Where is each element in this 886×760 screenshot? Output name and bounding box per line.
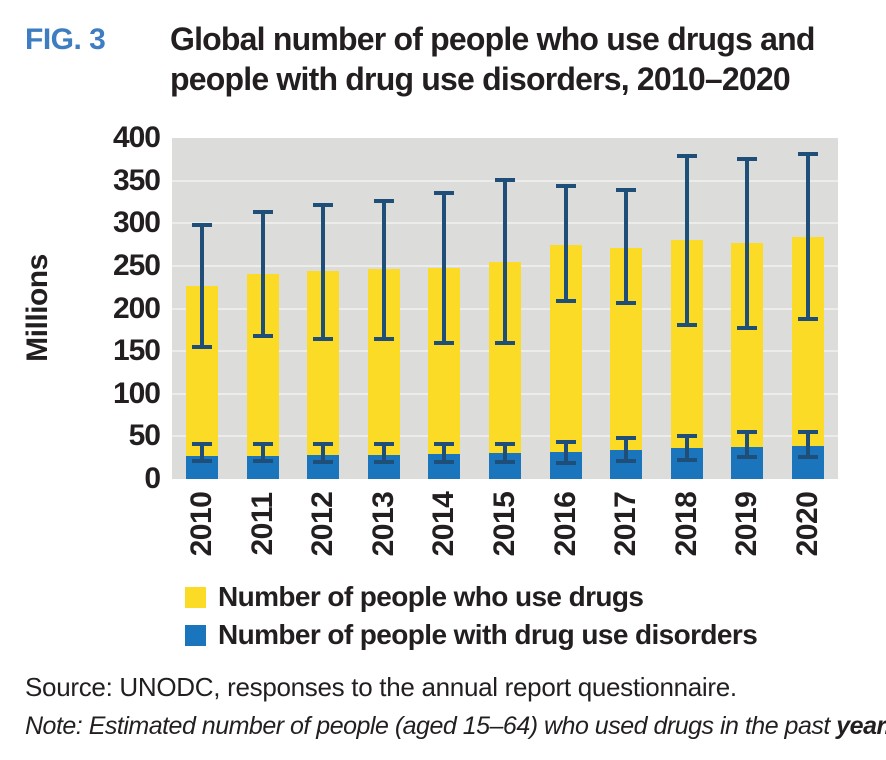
error-bar-stem — [200, 442, 205, 463]
figure-header: FIG. 3 Global number of people who use d… — [25, 20, 882, 99]
error-bar-stem — [503, 178, 507, 346]
error-bar-stem — [442, 190, 447, 346]
x-tick-2019: 2019 — [730, 491, 764, 557]
error-bar-stem — [745, 156, 750, 330]
y-tick-300: 300 — [112, 206, 161, 240]
error-bar-use-drugs-2017 — [616, 188, 637, 306]
y-tick-350: 350 — [112, 163, 161, 197]
error-bar-use-drugs-2020 — [797, 151, 818, 322]
error-bar-stem — [503, 441, 507, 464]
legend-label-disorders: Number of people with drug use disorders — [218, 619, 758, 650]
plot-area — [172, 138, 838, 479]
x-tick-2014: 2014 — [427, 491, 461, 557]
error-bar-stem — [563, 439, 568, 465]
error-bar-stem — [321, 442, 326, 464]
error-bar-stem — [200, 223, 205, 350]
error-bar-disorders-2016 — [555, 439, 576, 465]
x-tick-2015: 2015 — [488, 491, 521, 557]
error-bar-disorders-2018 — [676, 433, 697, 463]
error-bar-stem — [805, 430, 810, 459]
legend-swatch-yellow — [185, 586, 206, 608]
error-bar-disorders-2019 — [737, 430, 758, 460]
error-bar-disorders-2014 — [434, 442, 455, 464]
error-bar-disorders-2010 — [192, 442, 213, 464]
x-tick-2013: 2013 — [366, 491, 400, 557]
error-bar-stem — [624, 188, 629, 306]
error-bar-use-drugs-2018 — [676, 154, 697, 328]
error-bar-use-drugs-2012 — [313, 202, 334, 342]
error-bar-use-drugs-2016 — [555, 184, 576, 304]
x-tick-2018: 2018 — [669, 491, 703, 557]
error-bar-stem — [805, 151, 810, 322]
error-bar-stem — [563, 184, 568, 304]
error-bar-stem — [624, 436, 629, 463]
note-text-body: Note: Estimated number of people (aged 1… — [25, 712, 837, 740]
error-bar-disorders-2020 — [797, 430, 818, 459]
y-tick-50: 50 — [128, 419, 161, 453]
x-tick-2016: 2016 — [548, 491, 582, 557]
error-bar-stem — [321, 202, 326, 341]
error-bar-use-drugs-2011 — [252, 210, 273, 338]
legend-label-use-drugs: Number of people who use drugs — [218, 581, 644, 612]
note-text-bold-end: year. — [836, 712, 886, 740]
error-bar-stem — [745, 430, 750, 460]
error-bar-stem — [381, 198, 386, 341]
error-bar-stem — [260, 442, 265, 463]
error-bar-stem — [684, 154, 689, 328]
error-bar-use-drugs-2010 — [192, 223, 213, 350]
x-tick-2010: 2010 — [185, 491, 219, 557]
error-bar-disorders-2013 — [373, 442, 394, 464]
y-axis-title: Millions — [21, 254, 54, 362]
error-bar-stem — [684, 433, 689, 462]
y-tick-250: 250 — [112, 248, 161, 282]
error-bar-disorders-2012 — [313, 442, 334, 464]
source-text: Source: UNODC, responses to the annual r… — [25, 672, 737, 702]
x-tick-2020: 2020 — [790, 491, 824, 557]
x-tick-2017: 2017 — [609, 491, 643, 557]
error-bar-disorders-2015 — [495, 441, 515, 464]
error-bar-use-drugs-2014 — [434, 190, 455, 346]
legend-item-disorders: Number of people with drug use disorders — [185, 616, 758, 654]
error-bar-stem — [381, 442, 386, 464]
note-text: Note: Estimated number of people (aged 1… — [25, 712, 886, 741]
figure-number-label: FIG. 3 — [25, 23, 106, 56]
y-tick-0: 0 — [144, 462, 161, 495]
legend-item-use-drugs: Number of people who use drugs — [185, 578, 757, 616]
y-tick-100: 100 — [112, 376, 161, 410]
error-bar-stem — [442, 442, 447, 464]
x-tick-2012: 2012 — [306, 491, 340, 557]
legend-swatch-blue — [185, 624, 206, 646]
error-bar-use-drugs-2015 — [495, 178, 515, 346]
y-tick-150: 150 — [112, 334, 161, 368]
figure-title: Global number of people who use drugs an… — [170, 21, 815, 97]
error-bar-disorders-2011 — [252, 442, 273, 464]
y-tick-200: 200 — [112, 291, 161, 325]
y-tick-400: 400 — [112, 121, 161, 154]
error-bar-use-drugs-2013 — [373, 198, 394, 342]
error-bar-use-drugs-2019 — [737, 156, 758, 330]
x-tick-2011: 2011 — [245, 492, 279, 556]
legend: Number of people who use drugs Number of… — [185, 578, 758, 654]
error-bar-stem — [260, 210, 265, 338]
error-bar-disorders-2017 — [616, 436, 637, 464]
